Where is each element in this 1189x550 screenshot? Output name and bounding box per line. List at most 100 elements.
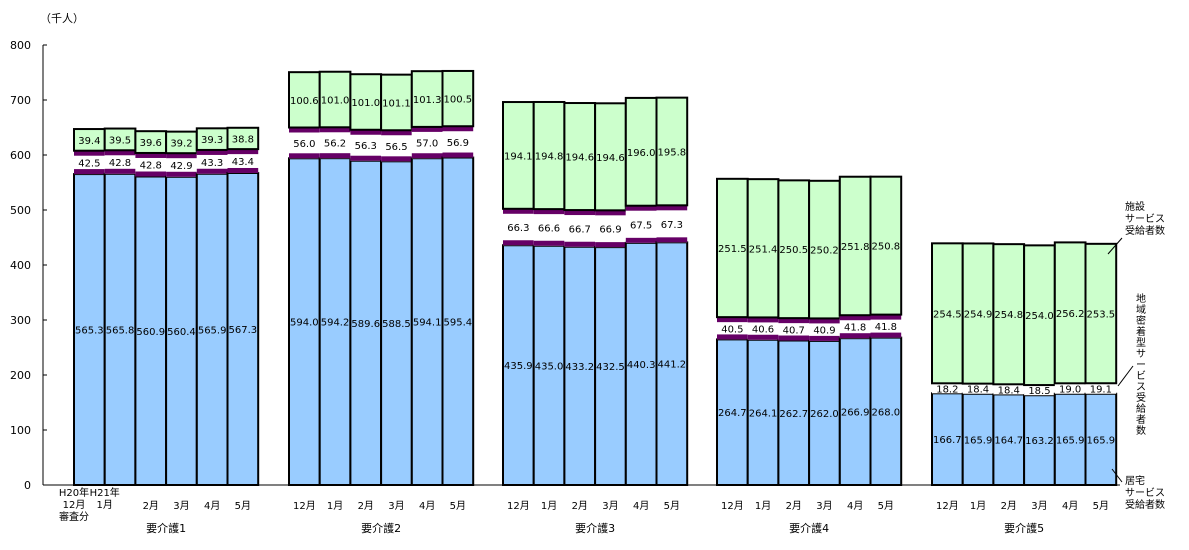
- legend-label-chiiki: ビ: [1136, 370, 1146, 382]
- x-tick-label: 5月: [1093, 500, 1109, 512]
- data-label: 66.6: [538, 223, 560, 234]
- data-label: 435.9: [504, 361, 533, 372]
- data-label: 100.5: [444, 95, 473, 106]
- data-label: 39.5: [109, 135, 131, 146]
- bar-segment-施設: [716, 177, 749, 319]
- data-label: 41.8: [875, 322, 897, 333]
- legend-label-shisetsu: サービス: [1125, 213, 1165, 225]
- data-label: 56.0: [293, 139, 315, 150]
- x-tick-label: 2月: [572, 500, 588, 512]
- y-tick-label: 200: [10, 369, 31, 382]
- bar-edge: [717, 334, 748, 340]
- legend-label-kyotaku: 居宅: [1125, 474, 1145, 487]
- data-label: 40.6: [752, 325, 774, 336]
- data-label: 254.8: [994, 310, 1023, 321]
- data-label: 440.3: [627, 360, 656, 371]
- data-label: 19.0: [1059, 385, 1081, 396]
- x-tick-label: 3月: [1031, 500, 1047, 512]
- bar-edge: [503, 240, 534, 246]
- bar-edge: [442, 152, 474, 158]
- data-label: 196.0: [627, 148, 656, 159]
- data-label: 195.8: [658, 147, 687, 158]
- bar-segment-地域密着型: [411, 126, 443, 159]
- bar-segment-地域密着型: [932, 383, 963, 394]
- bar-edge: [809, 335, 840, 341]
- data-label: 560.9: [136, 327, 165, 338]
- bar-edge: [533, 209, 565, 215]
- x-tick-label: 1月: [970, 500, 986, 512]
- bar-segment-居宅: [165, 175, 198, 486]
- data-label: 18.4: [998, 385, 1020, 396]
- data-label: 42.8: [140, 161, 162, 172]
- bar-segment-地域密着型: [381, 130, 412, 162]
- bar-edge: [74, 169, 105, 175]
- legend-label-chiiki: ス: [1136, 382, 1146, 393]
- bar-edge: [717, 317, 748, 323]
- x-tick-label: 12月: [721, 500, 744, 512]
- bar-edge: [809, 318, 840, 324]
- bar-segment-居宅: [655, 241, 689, 486]
- data-label: 594.2: [321, 318, 350, 329]
- data-label: 194.6: [596, 153, 625, 164]
- bar-edge: [839, 315, 871, 321]
- legend-label-chiiki: ー: [1136, 360, 1146, 371]
- data-label: 40.5: [721, 324, 743, 335]
- legend-label-chiiki: 給: [1136, 402, 1146, 415]
- data-label: 39.3: [201, 135, 223, 146]
- bar-edge: [381, 156, 412, 162]
- data-label: 441.2: [658, 360, 687, 371]
- x-tick-label: H21年: [90, 486, 120, 499]
- data-label: 595.4: [444, 317, 473, 328]
- data-label: 194.8: [535, 152, 564, 163]
- bar-segment-施設: [931, 242, 964, 385]
- bar-edge: [104, 150, 136, 156]
- bar-segment-施設: [410, 70, 444, 128]
- legend-label-chiiki: 密: [1136, 314, 1146, 327]
- data-label: 163.2: [1025, 436, 1054, 447]
- bar-segment-施設: [808, 179, 841, 320]
- bar-edge: [196, 149, 228, 155]
- y-tick-label: 600: [10, 149, 31, 162]
- x-tick-label: 4月: [633, 500, 649, 512]
- data-label: 594.0: [290, 318, 319, 329]
- bar-segment-地域密着型: [870, 314, 902, 338]
- bar-segment-地域密着型: [656, 205, 688, 243]
- data-label: 254.9: [964, 310, 993, 321]
- x-tick-label: 4月: [419, 500, 435, 512]
- bar-segment-地域密着型: [533, 209, 565, 246]
- data-label: 262.0: [810, 409, 839, 420]
- bar-edge: [135, 152, 167, 158]
- data-label: 42.8: [109, 158, 131, 169]
- data-label: 251.5: [718, 244, 747, 255]
- bar-segment-施設: [441, 69, 475, 128]
- data-label: 594.1: [413, 318, 442, 329]
- bar-segment-施設: [1053, 241, 1087, 385]
- data-label: 250.5: [779, 245, 808, 256]
- bar-edge: [411, 126, 443, 132]
- bar-edge: [625, 205, 657, 211]
- bar-segment-地域密着型: [227, 149, 259, 173]
- data-label: 166.7: [933, 435, 962, 446]
- data-label: 101.0: [351, 98, 380, 109]
- bar-segment-地域密着型: [625, 205, 657, 243]
- bar-segment-居宅: [318, 157, 352, 486]
- bar-segment-地域密着型: [442, 126, 474, 158]
- bar-edge: [381, 130, 412, 136]
- x-tick-label: 5月: [235, 500, 251, 512]
- x-tick-label: 4月: [204, 500, 220, 512]
- x-tick-label: 2月: [786, 500, 802, 512]
- data-label: 100.6: [290, 96, 319, 107]
- data-label: 589.6: [351, 319, 380, 330]
- data-label: 42.9: [170, 161, 192, 172]
- bar-segment-施設: [288, 71, 321, 129]
- data-label: 39.6: [140, 138, 162, 149]
- data-label: 39.4: [78, 136, 100, 147]
- data-label: 42.5: [78, 158, 100, 169]
- data-label: 40.9: [813, 326, 835, 337]
- bar-segment-居宅: [441, 156, 475, 486]
- bar-segment-地域密着型: [747, 317, 779, 340]
- x-tick-label: 4月: [847, 500, 863, 512]
- bar-segment-地域密着型: [1054, 383, 1086, 394]
- legend-label-shisetsu: 施設: [1125, 200, 1145, 213]
- data-label: 101.1: [382, 98, 411, 109]
